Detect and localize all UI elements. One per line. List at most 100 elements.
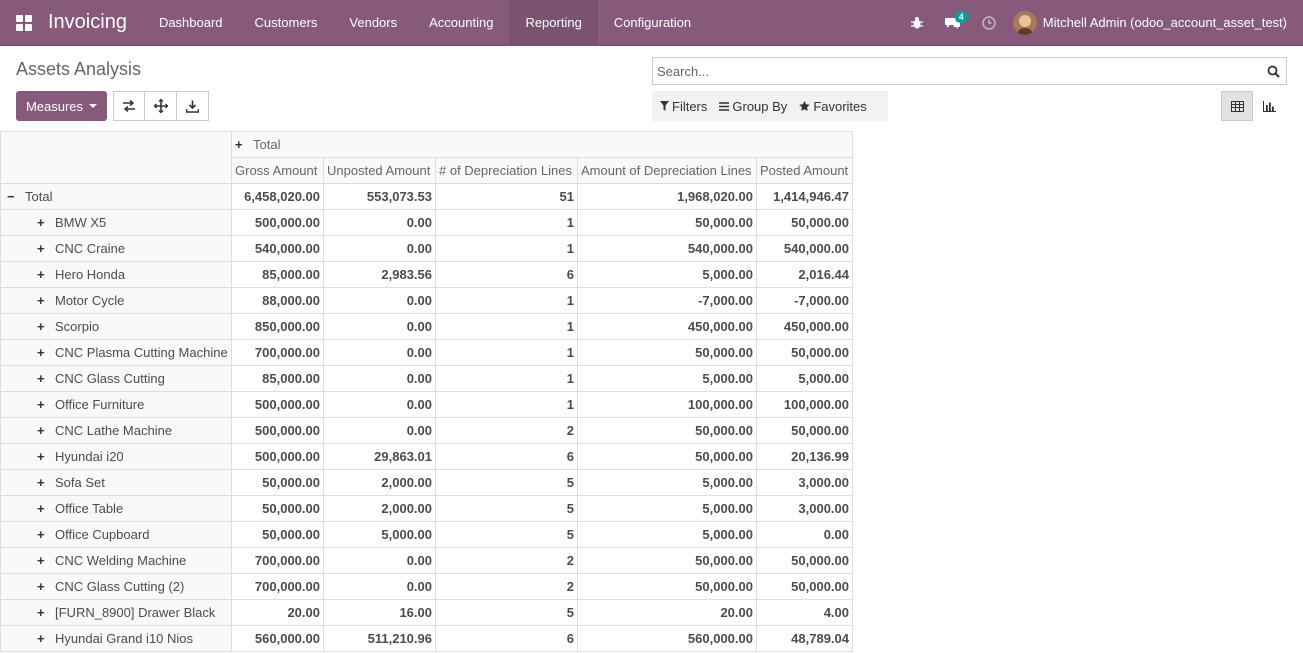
cell-value[interactable]: 6 [435,261,578,288]
cell-value[interactable]: 0.00 [323,339,436,366]
cell-value[interactable]: 50,000.00 [231,495,324,522]
cell-value[interactable]: 5,000.00 [577,469,757,496]
user-menu[interactable]: Mitchell Admin (odoo_account_asset_test) [1007,10,1303,35]
row-header[interactable]: + Hyundai Grand i10 Nios [0,625,232,652]
row-header[interactable]: + Office Cupboard [0,521,232,548]
cell-value[interactable]: 2,983.56 [323,261,436,288]
cell-value[interactable]: -7,000.00 [577,287,757,314]
bug-icon[interactable] [899,0,935,46]
cell-value[interactable]: 2 [435,547,578,574]
measure-header[interactable]: Unposted Amount [323,157,436,184]
cell-value[interactable]: 540,000.00 [577,235,757,262]
menu-customers[interactable]: Customers [254,15,318,30]
cell-value[interactable]: 560,000.00 [577,625,757,652]
cell-value[interactable]: 511,210.96 [323,625,436,652]
cell-value[interactable]: 700,000.00 [231,573,324,600]
measures-button[interactable]: Measures [16,91,107,121]
cell-value[interactable]: 2 [435,573,578,600]
cell-value[interactable]: 5,000.00 [577,261,757,288]
cell-value[interactable]: 0.00 [323,287,436,314]
cell-value[interactable]: 1 [435,339,578,366]
cell-value[interactable]: 85,000.00 [231,261,324,288]
row-header[interactable]: + Office Table [0,495,232,522]
cell-value[interactable]: 6 [435,625,578,652]
cell-value[interactable]: 2,016.44 [756,261,853,288]
cell-value[interactable]: 5 [435,599,578,626]
row-header[interactable]: + CNC Lathe Machine [0,417,232,444]
cell-value[interactable]: 850,000.00 [231,313,324,340]
cell-value[interactable]: 50,000.00 [577,417,757,444]
cell-value[interactable]: 0.00 [323,417,436,444]
cell-value[interactable]: 29,863.01 [323,443,436,470]
measure-header[interactable]: Posted Amount [756,157,853,184]
cell-value[interactable]: 50,000.00 [756,209,853,236]
row-header[interactable]: + Sofa Set [0,469,232,496]
cell-value[interactable]: -7,000.00 [756,287,853,314]
cell-value[interactable]: 1 [435,365,578,392]
cell-value[interactable]: 1 [435,391,578,418]
row-header[interactable]: + Scorpio [0,313,232,340]
cell-value[interactable]: 553,073.53 [323,183,436,210]
cell-value[interactable]: 20,136.99 [756,443,853,470]
search-icon[interactable] [1260,65,1286,78]
row-header[interactable]: + Motor Cycle [0,287,232,314]
cell-value[interactable]: 5,000.00 [756,365,853,392]
cell-value[interactable]: 500,000.00 [231,443,324,470]
app-brand[interactable]: Invoicing [48,11,127,33]
cell-value[interactable]: 700,000.00 [231,339,324,366]
download-button[interactable] [177,91,209,121]
cell-value[interactable]: 5,000.00 [577,495,757,522]
cell-value[interactable]: 500,000.00 [231,417,324,444]
cell-value[interactable]: 500,000.00 [231,209,324,236]
cell-value[interactable]: 0.00 [323,547,436,574]
cell-value[interactable]: 0.00 [323,235,436,262]
cell-value[interactable]: 20.00 [231,599,324,626]
row-header-total[interactable]: − Total [0,183,232,210]
cell-value[interactable]: 6,458,020.00 [231,183,324,210]
col-header-total[interactable]: + Total [231,131,853,158]
cell-value[interactable]: 50,000.00 [756,547,853,574]
cell-value[interactable]: 50,000.00 [231,469,324,496]
cell-value[interactable]: 0.00 [756,521,853,548]
cell-value[interactable]: 1 [435,209,578,236]
row-header[interactable]: + CNC Welding Machine [0,547,232,574]
cell-value[interactable]: 2,000.00 [323,495,436,522]
measure-header[interactable]: # of Depreciation Lines [435,157,578,184]
cell-value[interactable]: 16.00 [323,599,436,626]
cell-value[interactable]: 560,000.00 [231,625,324,652]
cell-value[interactable]: 0.00 [323,313,436,340]
menu-reporting[interactable]: Reporting [509,0,598,46]
cell-value[interactable]: 100,000.00 [756,391,853,418]
cell-value[interactable]: 88,000.00 [231,287,324,314]
cell-value[interactable]: 3,000.00 [756,469,853,496]
row-header[interactable]: + BMW X5 [0,209,232,236]
row-header[interactable]: + [FURN_8900] Drawer Black [0,599,232,626]
cell-value[interactable]: 48,789.04 [756,625,853,652]
cell-value[interactable]: 5,000.00 [577,365,757,392]
cell-value[interactable]: 4.00 [756,599,853,626]
cell-value[interactable]: 1,414,946.47 [756,183,853,210]
cell-value[interactable]: 50,000.00 [577,443,757,470]
cell-value[interactable]: 0.00 [323,391,436,418]
cell-value[interactable]: 450,000.00 [756,313,853,340]
cell-value[interactable]: 6 [435,443,578,470]
menu-vendors[interactable]: Vendors [349,15,398,30]
cell-value[interactable]: 50,000.00 [577,339,757,366]
flip-axis-button[interactable] [113,91,145,121]
cell-value[interactable]: 50,000.00 [577,209,757,236]
activity-clock-icon[interactable] [971,0,1007,46]
graph-view-button[interactable] [1253,91,1285,121]
row-header[interactable]: + CNC Plasma Cutting Machine [0,339,232,366]
cell-value[interactable]: 1 [435,235,578,262]
cell-value[interactable]: 0.00 [323,365,436,392]
messages-icon[interactable]: 4 [935,0,971,46]
cell-value[interactable]: 1,968,020.00 [577,183,757,210]
cell-value[interactable]: 540,000.00 [756,235,853,262]
menu-accounting[interactable]: Accounting [429,15,494,30]
cell-value[interactable]: 20.00 [577,599,757,626]
pivot-view-button[interactable] [1221,91,1253,121]
cell-value[interactable]: 5,000.00 [323,521,436,548]
cell-value[interactable]: 5 [435,495,578,522]
cell-value[interactable]: 1 [435,287,578,314]
cell-value[interactable]: 3,000.00 [756,495,853,522]
